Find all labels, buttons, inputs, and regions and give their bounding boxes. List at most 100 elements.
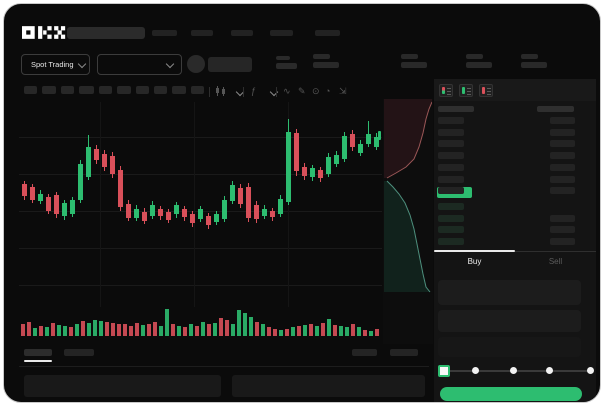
nav-item[interactable] — [191, 30, 213, 36]
orderbook-view-bids-icon[interactable] — [459, 84, 473, 97]
candle-body — [254, 205, 259, 219]
candle-body — [110, 156, 115, 174]
screenshot-icon[interactable]: ⊙ — [312, 86, 320, 96]
orders-action-1[interactable] — [352, 349, 377, 356]
candle-body — [190, 214, 195, 223]
price-chart[interactable] — [19, 102, 382, 342]
candle-body — [86, 147, 91, 177]
logo-text: OKX — [4, 4, 5, 5]
ask-row-price[interactable] — [438, 128, 464, 136]
ask-row-amount[interactable] — [550, 117, 575, 124]
bid-bar — [462, 87, 465, 94]
volume-bar — [249, 317, 253, 336]
bid-row-price[interactable] — [438, 226, 464, 234]
slider-stop[interactable] — [546, 367, 553, 374]
bid-row-price[interactable] — [438, 214, 464, 222]
nav-item[interactable] — [315, 30, 340, 36]
tab-sell[interactable]: Sell — [548, 257, 563, 266]
ask-row-amount[interactable] — [550, 187, 575, 195]
ask-row-amount[interactable] — [550, 140, 575, 148]
spot-trading-dropdown[interactable]: Spot Trading — [21, 54, 90, 75]
timeframe-button[interactable] — [99, 86, 112, 94]
candle-body — [238, 188, 243, 204]
slider-handle[interactable] — [438, 365, 450, 377]
orders-divider — [19, 366, 429, 367]
volume-bar — [219, 318, 223, 336]
volume-bar — [255, 322, 259, 336]
volume-bar — [303, 325, 307, 336]
stat-label — [466, 54, 483, 59]
draw-icon[interactable]: ✎ — [298, 86, 306, 96]
volume-bar — [207, 324, 211, 336]
ask-row-amount[interactable] — [550, 163, 575, 171]
price-input[interactable] — [438, 280, 581, 305]
nav-item[interactable] — [152, 30, 177, 36]
volume-bar — [201, 322, 205, 336]
volume-bar — [237, 310, 241, 336]
nav-item[interactable] — [270, 30, 293, 36]
price-placeholder — [276, 56, 290, 60]
timeframe-button[interactable] — [154, 86, 167, 94]
candle-body — [166, 212, 171, 220]
orders-action-2[interactable] — [390, 349, 418, 356]
okx-logo[interactable] — [22, 24, 66, 41]
ask-row-price[interactable] — [438, 175, 464, 183]
line-chart-icon[interactable]: ∿ — [283, 86, 291, 96]
ask-row-amount[interactable] — [550, 152, 575, 160]
timeframe-button[interactable] — [191, 86, 204, 94]
candle-body — [22, 184, 27, 196]
nav-item[interactable] — [231, 30, 253, 36]
timeframe-button[interactable] — [42, 86, 56, 94]
candle-body — [54, 195, 59, 214]
timeframe-button[interactable] — [117, 86, 131, 94]
timeframe-button[interactable] — [61, 86, 74, 94]
bid-row-amount[interactable] — [550, 226, 575, 234]
bid-row-price[interactable] — [438, 238, 464, 246]
orders-tab-history[interactable] — [64, 349, 94, 356]
search-input[interactable] — [67, 27, 145, 39]
orderbook-view-all-icon[interactable] — [439, 84, 453, 97]
timeframe-button[interactable] — [172, 86, 186, 94]
timeframe-button[interactable] — [24, 86, 37, 94]
volume-bar — [171, 324, 175, 336]
candle-style-icon[interactable] — [215, 86, 226, 96]
slider-stop[interactable] — [510, 367, 517, 374]
tab-buy[interactable]: Buy — [467, 257, 482, 266]
amount-input[interactable] — [438, 310, 581, 332]
ask-row-price[interactable] — [438, 187, 464, 195]
ask-row-price[interactable] — [438, 152, 464, 160]
timeframe-button[interactable] — [136, 86, 149, 94]
ask-row-price[interactable] — [438, 140, 464, 148]
volume-bar — [321, 323, 325, 336]
candle-body — [102, 154, 107, 167]
volume-bar — [285, 329, 289, 336]
orders-tab-open[interactable] — [24, 349, 52, 356]
ask-bar — [482, 87, 485, 94]
candle-body — [366, 134, 371, 144]
volume-bar — [99, 321, 103, 336]
slider-stop[interactable] — [472, 367, 479, 374]
candle-body — [78, 164, 83, 200]
candle-body — [358, 144, 363, 153]
bid-row-amount[interactable] — [550, 238, 575, 246]
ask-row-price[interactable] — [438, 163, 464, 171]
depth-chart[interactable] — [384, 99, 432, 344]
ask-row-amount[interactable] — [550, 175, 575, 183]
volume-bar — [327, 319, 331, 336]
slider-stop[interactable] — [587, 367, 594, 374]
volume-bar — [351, 324, 355, 336]
pair-selector-dropdown[interactable] — [97, 54, 182, 75]
history-icon[interactable]: ◔ — [325, 86, 331, 96]
timeframe-button[interactable] — [79, 86, 94, 94]
buy-button[interactable] — [440, 387, 582, 401]
ask-row-amount[interactable] — [550, 128, 575, 136]
line — [447, 94, 451, 95]
bid-row-price[interactable] — [438, 203, 464, 210]
bid-row-amount[interactable] — [550, 214, 575, 222]
orderbook-view-asks-icon[interactable] — [479, 84, 493, 97]
candle-body — [262, 209, 267, 216]
fullscreen-icon[interactable]: ⇲ — [339, 86, 347, 96]
candle-body — [182, 209, 187, 217]
indicators-icon[interactable]: ƒ — [251, 86, 257, 96]
ask-row-price[interactable] — [438, 117, 464, 124]
